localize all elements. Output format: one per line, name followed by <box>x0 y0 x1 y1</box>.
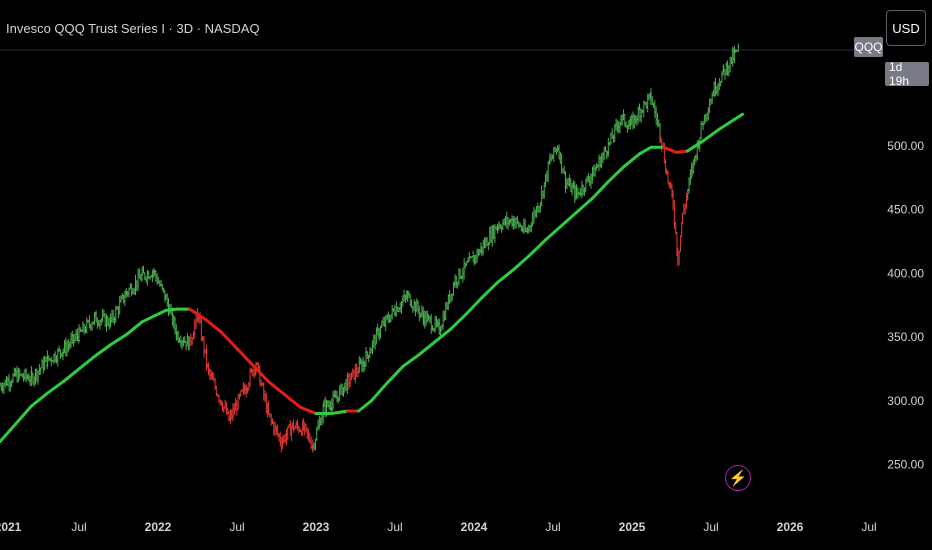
ma-segment <box>591 180 610 200</box>
time-tick-label: 2025 <box>619 520 646 534</box>
ma-segment <box>417 340 436 357</box>
time-tick-label: Jul <box>861 520 876 534</box>
time-tick-label: 2022 <box>145 520 172 534</box>
ma-segment <box>235 347 255 367</box>
time-tick-label: 2024 <box>461 520 488 534</box>
ma-segment <box>357 399 373 413</box>
currency-button[interactable]: USD <box>886 10 926 46</box>
price-tick-label: 450.00 <box>887 203 924 217</box>
ma-segment <box>674 149 689 154</box>
time-tick-label: Jul <box>545 520 560 534</box>
ma-segment <box>77 354 97 371</box>
ma-segment <box>45 380 65 395</box>
ma-segment <box>30 391 49 408</box>
ma-segment <box>298 405 318 416</box>
ma-segment <box>512 254 531 272</box>
ma-segment <box>685 139 705 153</box>
ma-segment <box>448 312 468 331</box>
ma-segment <box>61 367 81 384</box>
time-tick-label: 2023 <box>303 520 330 534</box>
price-bars <box>0 43 740 453</box>
bar-countdown-tag: 1d 19h <box>885 60 929 88</box>
time-tick-label: 2026 <box>777 520 804 534</box>
lightning-bolt-icon[interactable]: ⚡ <box>725 465 751 491</box>
ma-segment <box>188 307 207 321</box>
ma-segment <box>622 152 642 168</box>
ma-segment <box>575 196 594 214</box>
ma-segment <box>480 280 500 300</box>
ma-segment <box>385 364 405 385</box>
ma-segment <box>267 380 286 396</box>
price-tick-label: 350.00 <box>887 330 924 344</box>
ma-segment <box>717 117 737 131</box>
time-tick-label: Jul <box>229 520 244 534</box>
time-axis[interactable]: 2021 Jul 2022 Jul 2023 Jul 2024 Jul 2025 Jul 2026 J… <box>0 520 877 534</box>
time-tick-label: Jul <box>387 520 402 534</box>
ma-segment <box>282 392 302 409</box>
ma-segment <box>559 210 579 228</box>
moving-average-line <box>0 112 745 444</box>
ma-segment <box>203 317 223 334</box>
time-tick-label: Jul <box>71 520 86 534</box>
ma-segment <box>164 307 179 312</box>
chart-title: Invesco QQQ Trust Series I · 3D · NASDAQ <box>6 21 260 36</box>
ma-segment <box>401 353 421 368</box>
ma-segment <box>606 164 626 184</box>
ma-segment <box>0 422 18 444</box>
ma-segment <box>638 145 653 156</box>
ma-segment <box>124 320 144 337</box>
ma-segment <box>701 127 721 143</box>
time-tick-label: Jul <box>703 520 718 534</box>
ma-segment <box>543 224 563 242</box>
price-tick-label: 500.00 <box>887 139 924 153</box>
ma-segment <box>496 268 515 284</box>
price-tick-label: 300.00 <box>887 394 924 408</box>
ma-segment <box>251 363 271 384</box>
ma-segment <box>369 381 389 403</box>
ma-segment <box>433 327 452 344</box>
ma-segment <box>330 409 350 416</box>
time-tick-label: 2021 <box>0 520 22 534</box>
price-tick-label: 400.00 <box>887 266 924 280</box>
ma-segment <box>93 343 113 358</box>
price-tick-label: 250.00 <box>887 458 924 472</box>
ma-segment <box>219 330 239 351</box>
ma-segment <box>14 404 34 426</box>
ma-segment <box>140 312 160 324</box>
ma-segment <box>527 238 547 258</box>
ma-segment <box>733 112 745 121</box>
ma-segment <box>464 296 484 316</box>
price-axis[interactable]: 250.00 300.00 350.00 400.00 450.00 500.00 <box>887 139 924 471</box>
ma-segment <box>662 145 678 154</box>
ma-segment <box>109 333 128 347</box>
symbol-price-tag: QQQ <box>854 37 883 57</box>
